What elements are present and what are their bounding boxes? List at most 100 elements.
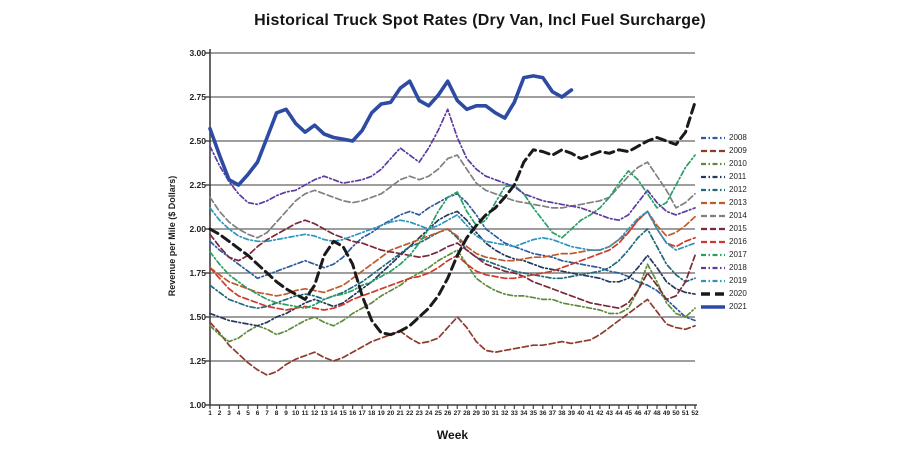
x-tick-label: 4 [236,410,241,417]
legend-label: 2011 [729,172,747,181]
x-tick-label: 25 [434,410,442,417]
x-tick-label: 19 [377,410,385,417]
x-tick-label: 29 [472,410,480,417]
x-tick-label: 15 [339,410,347,417]
legend-item-2021: 2021 [700,302,790,312]
legend-label: 2009 [729,146,747,155]
x-tick-label: 9 [284,410,288,417]
legend-swatch-2016 [701,240,725,244]
legend-swatch-2018 [701,266,725,270]
series-2021 [208,74,574,187]
x-tick-label: 20 [387,410,395,417]
legend-item-2010: 2010 [700,159,790,169]
x-tick-label: 44 [615,410,623,417]
legend-item-2017: 2017 [700,250,790,260]
series-2015 [209,219,696,310]
x-tick-label: 40 [577,410,585,417]
x-tick-label: 41 [586,410,595,417]
x-tick-label: 35 [529,410,537,417]
legend-label: 2021 [729,302,747,311]
x-tick-label: 23 [415,410,423,417]
x-tick-label: 18 [368,410,376,417]
x-tick-label: 45 [624,410,633,417]
legend-item-2012: 2012 [700,185,790,195]
legend-item-2009: 2009 [700,146,790,156]
x-tick-label: 2 [217,410,222,417]
legend-item-2018: 2018 [700,263,790,273]
x-tick-label: 16 [349,410,357,417]
x-tick-label: 3 [227,410,231,417]
y-tick-label: 1.00 [189,400,206,410]
legend-label: 2017 [729,250,747,259]
legend-item-2016: 2016 [700,237,790,247]
x-tick-label: 46 [634,410,642,417]
legend-label: 2019 [729,276,747,285]
legend-item-2020: 2020 [700,289,790,299]
legend-item-2015: 2015 [700,224,790,234]
legend-swatch-2011 [701,175,725,179]
y-tick-label: 3.00 [189,48,206,58]
x-tick-label: 49 [662,410,671,417]
x-tick-label: 27 [453,410,461,417]
legend-swatch-2008 [701,136,725,140]
series-2012 [209,228,696,310]
y-tick-label: 2.25 [189,180,206,190]
legend-label: 2018 [729,263,747,272]
x-tick-label: 17 [358,410,366,417]
legend-swatch-2021 [701,305,725,309]
legend-item-2014: 2014 [700,211,790,221]
legend-swatch-2009 [701,149,725,153]
series-2018 [209,108,696,222]
y-tick-label: 1.50 [189,312,206,322]
legend-swatch-2017 [701,253,725,257]
x-tick-label: 48 [653,410,661,417]
x-tick-label: 8 [274,410,279,417]
series-2009 [209,298,696,376]
x-tick-label: 37 [548,410,556,417]
x-tick-label: 5 [246,410,250,417]
x-tick-label: 39 [567,410,575,417]
series-2014 [209,154,696,239]
series-2019 [209,207,696,251]
legend-swatch-2012 [701,188,725,192]
legend-item-2011: 2011 [700,172,790,182]
legend-item-2013: 2013 [700,198,790,208]
x-tick-label: 24 [425,410,433,417]
x-axis-title: Week [436,428,469,442]
legend-swatch-2019 [701,279,725,283]
x-tick-label: 12 [310,410,319,417]
legend-label: 2012 [729,185,747,194]
x-tick-label: 14 [330,410,338,417]
legend-swatch-2010 [701,162,725,166]
y-tick-label: 2.50 [189,136,206,146]
x-tick-label: 22 [406,410,414,417]
series-2016 [209,210,696,311]
x-tick-label: 26 [444,410,452,417]
x-tick-label: 33 [510,410,518,417]
x-tick-label: 21 [396,410,404,417]
series-2017 [209,154,696,310]
x-tick-label: 51 [681,410,690,417]
legend-item-2019: 2019 [700,276,790,286]
y-tick-label: 2.00 [189,224,206,234]
series-2011 [209,210,696,327]
x-tick-label: 50 [672,410,680,417]
x-tick-label: 1 [208,410,212,417]
x-tick-label: 31 [491,410,499,417]
legend-label: 2010 [729,159,747,168]
legend-swatch-2013 [701,201,725,205]
x-tick-label: 43 [605,410,614,417]
legend-label: 2015 [729,224,747,233]
y-tick-label: 1.75 [189,268,206,278]
x-tick-label: 7 [265,410,269,417]
series-2020 [208,100,697,337]
legend-label: 2008 [729,133,747,142]
x-tick-label: 52 [691,410,699,417]
legend-swatch-2014 [701,214,725,218]
x-tick-label: 32 [501,410,509,417]
chart-title: Historical Truck Spot Rates (Dry Van, In… [254,12,706,29]
x-tick-label: 28 [463,410,471,417]
legend-label: 2013 [729,198,747,207]
